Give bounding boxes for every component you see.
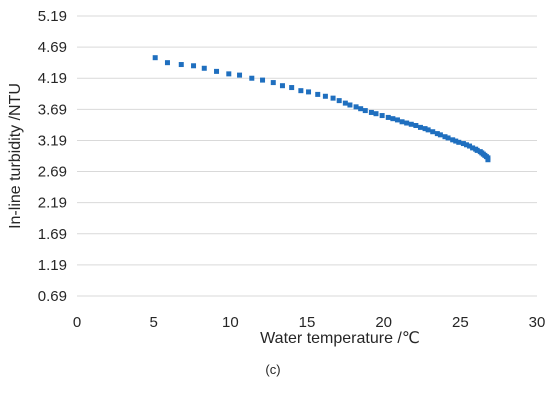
data-point [368, 109, 374, 115]
y-tick-label: 1.19 [38, 257, 67, 274]
label-layer: 0.69 1.19 1.69 2.19 2.69 3.19 3.69 4.19 4.69 5.19… [38, 8, 546, 331]
data-point [404, 120, 410, 126]
data-point [430, 129, 436, 135]
data-point [413, 123, 419, 129]
data-point [353, 104, 359, 110]
y-tick-label: 2.69 [38, 164, 67, 181]
x-tick-label: 10 [222, 314, 239, 331]
data-point [463, 142, 469, 148]
data-point [289, 85, 295, 91]
data-point [279, 83, 285, 89]
data-point [390, 116, 396, 122]
data-point [178, 62, 184, 68]
data-point [399, 119, 405, 125]
data-point [379, 113, 385, 119]
data-point [434, 131, 440, 137]
data-point [330, 95, 336, 101]
x-axis-title: Water temperature /℃ [260, 330, 420, 347]
y-tick-label: 4.19 [38, 70, 67, 87]
data-point [385, 114, 391, 120]
data-point [201, 65, 207, 71]
data-point [460, 141, 466, 147]
data-point [417, 124, 423, 130]
x-tick-label: 0 [73, 314, 81, 331]
y-tick-label: 0.69 [38, 288, 67, 305]
data-point [260, 77, 266, 83]
point-layer [152, 55, 491, 163]
data-point [425, 127, 431, 133]
data-point [298, 88, 304, 94]
x-tick-label: 20 [375, 314, 392, 331]
data-point [336, 98, 342, 104]
y-tick-label: 5.19 [38, 8, 67, 25]
x-tick-label: 25 [452, 314, 469, 331]
data-point [445, 135, 451, 141]
y-axis-title: In-line turbidity /NTU [7, 83, 24, 229]
data-point [442, 134, 448, 140]
data-point [306, 89, 312, 95]
x-tick-label: 15 [299, 314, 316, 331]
data-point [152, 55, 158, 61]
data-point [373, 111, 379, 117]
x-tick-label: 30 [529, 314, 546, 331]
data-point [470, 145, 476, 151]
data-point [164, 60, 170, 66]
data-point [249, 75, 255, 81]
data-point [322, 93, 328, 99]
data-point [362, 108, 368, 114]
data-point [342, 100, 348, 106]
data-point [450, 137, 456, 143]
grid-layer [77, 15, 537, 297]
data-point [226, 71, 232, 77]
data-point [214, 68, 220, 74]
y-tick-label: 1.69 [38, 226, 67, 243]
panel-label: (c) [265, 362, 280, 377]
y-tick-label: 4.69 [38, 39, 67, 56]
data-point [347, 102, 353, 108]
x-tick-label: 5 [149, 314, 157, 331]
data-point [315, 91, 321, 97]
y-tick-label: 3.69 [38, 101, 67, 118]
data-point [358, 106, 364, 112]
y-tick-label: 2.19 [38, 195, 67, 212]
data-point [237, 72, 243, 78]
data-point [456, 139, 462, 145]
data-point [485, 157, 491, 163]
data-point [474, 147, 480, 153]
data-point [270, 80, 276, 86]
data-point [437, 132, 443, 138]
data-point [422, 126, 428, 132]
y-tick-label: 3.19 [38, 132, 67, 149]
data-point [467, 143, 473, 149]
data-point [408, 121, 414, 127]
data-point [394, 117, 400, 123]
data-point [453, 138, 459, 144]
data-point [191, 63, 197, 69]
